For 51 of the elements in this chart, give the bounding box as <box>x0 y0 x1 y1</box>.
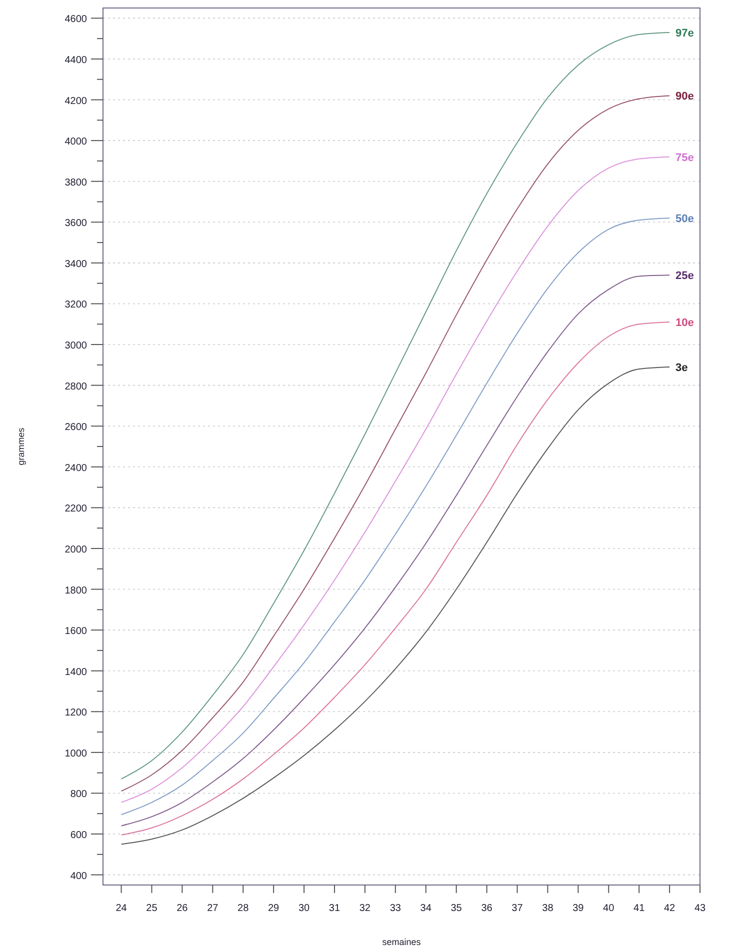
y-tick-label: 800 <box>70 789 88 800</box>
series-label: 97e <box>676 27 694 40</box>
y-tick-label: 2800 <box>64 381 88 392</box>
y-tick-label: 400 <box>70 870 88 882</box>
y-tick-label: 3800 <box>64 177 88 188</box>
x-tick-label: 43 <box>694 903 706 914</box>
x-tick-label: 31 <box>328 903 340 914</box>
x-tick-label: 30 <box>298 903 310 914</box>
x-tick-label: 39 <box>572 903 584 914</box>
x-axis-title: semaines <box>382 937 422 947</box>
x-tick-label: 27 <box>207 903 219 914</box>
y-tick-label: 4000 <box>64 136 88 148</box>
x-tick-label: 24 <box>116 903 128 914</box>
y-tick-label: 3200 <box>64 300 88 311</box>
x-tick-label: 36 <box>481 903 493 914</box>
x-tick-label: 28 <box>238 903 250 914</box>
y-tick-label: 600 <box>70 830 88 842</box>
x-tick-label: 29 <box>268 903 280 914</box>
x-tick-label: 25 <box>146 903 158 914</box>
series-label: 3e <box>676 362 688 374</box>
y-tick-label: 1000 <box>64 748 88 760</box>
x-tick-label: 32 <box>359 903 371 914</box>
y-tick-label: 1400 <box>64 666 88 678</box>
y-tick-label: 4400 <box>64 54 88 66</box>
y-tick-label: 3400 <box>64 258 88 270</box>
x-tick-label: 37 <box>512 903 524 914</box>
y-tick-label: 1200 <box>64 708 88 719</box>
x-tick-label: 41 <box>634 903 646 914</box>
y-tick-label: 2200 <box>64 504 88 515</box>
x-tick-label: 33 <box>390 903 402 914</box>
y-tick-label: 1600 <box>64 626 88 638</box>
series-label: 75e <box>676 152 694 164</box>
x-tick-label: 35 <box>450 903 462 914</box>
y-tick-label: 2400 <box>64 462 88 474</box>
y-tick-label: 4600 <box>64 14 88 26</box>
x-tick-label: 34 <box>420 903 432 914</box>
series-label: 10e <box>676 317 694 330</box>
y-tick-label: 1800 <box>64 585 88 596</box>
x-tick-label: 38 <box>542 903 554 914</box>
x-tick-label: 40 <box>603 903 615 914</box>
series-label: 90e <box>676 90 694 103</box>
y-tick-label: 4200 <box>64 96 88 107</box>
y-tick-label: 2600 <box>64 422 88 434</box>
series-label: 25e <box>676 270 694 282</box>
y-tick-label: 3600 <box>64 218 88 230</box>
x-tick-label: 26 <box>176 903 188 914</box>
series-label: 50e <box>676 213 694 226</box>
x-tick-label: 42 <box>664 903 676 914</box>
y-tick-label: 3000 <box>64 340 88 352</box>
y-tick-label: 2000 <box>64 544 88 556</box>
y-axis-title: grammes <box>16 427 26 466</box>
